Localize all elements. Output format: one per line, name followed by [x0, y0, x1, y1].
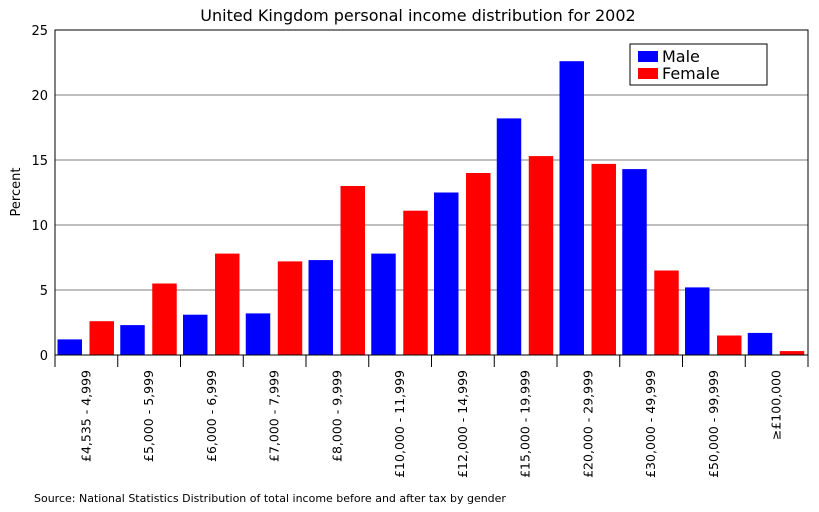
bar-male-7: [496, 118, 522, 356]
y-axis-ticks: 0 5 10 15 20 25: [31, 24, 48, 364]
bar-male-11: [747, 332, 773, 355]
bar-female-7: [528, 156, 554, 355]
bar-male-4: [308, 260, 333, 355]
y-axis-label: Percent: [9, 168, 24, 217]
bar-male-1: [120, 325, 145, 355]
x-tick-label: ≥£100,000: [769, 370, 784, 440]
legend: Male Female: [629, 43, 768, 86]
legend-swatch-female: [638, 68, 658, 79]
legend-swatch-male: [638, 51, 658, 62]
bar-female-5: [403, 210, 428, 355]
x-axis-ticks: £4,535 - 4,999 £5,000 - 5,999 £6,000 - 6,9…: [54, 355, 809, 478]
legend-label-male: Male: [662, 47, 700, 66]
y-tick-label: 15: [31, 154, 48, 169]
gridlines: [55, 94, 808, 291]
x-tick-label: £30,000 - 49,999: [643, 370, 658, 478]
x-tick-label: £4,535 - 4,999: [78, 370, 93, 462]
x-tick-label: £5,000 - 5,999: [141, 370, 156, 462]
source-note: Source: National Statistics Distribution…: [34, 492, 506, 505]
bar-male-8: [559, 61, 584, 355]
x-tick-label: £6,000 - 6,999: [204, 370, 219, 462]
y-tick-label: 25: [31, 24, 48, 39]
bar-female-9: [654, 270, 679, 355]
x-tick-label: £7,000 - 7,999: [267, 370, 282, 462]
chart-title: United Kingdom personal income distribut…: [200, 6, 635, 25]
bar-male-5: [371, 253, 396, 355]
bar-male-2: [183, 314, 208, 355]
y-tick-label: 0: [40, 349, 48, 364]
x-tick-label: £15,000 - 19,999: [518, 370, 533, 478]
bar-female-3: [277, 261, 303, 355]
legend-label-female: Female: [662, 64, 720, 83]
bar-female-1: [152, 283, 177, 355]
y-tick-label: 20: [31, 89, 48, 104]
bar-male-9: [622, 169, 647, 355]
bar-female-0: [89, 321, 114, 355]
bar-female-4: [340, 186, 365, 355]
x-tick-label: £20,000 - 29,999: [580, 370, 595, 478]
x-tick-label: £50,000 - 99,999: [706, 370, 721, 478]
x-tick-label: £12,000 - 14,999: [455, 370, 470, 478]
x-tick-label: £10,000 - 11,999: [392, 370, 407, 478]
bar-female-6: [466, 173, 491, 355]
bar-male-0: [57, 339, 82, 355]
bar-male-3: [245, 313, 271, 355]
bars: [57, 61, 805, 356]
bar-female-8: [591, 163, 616, 355]
y-tick-label: 10: [31, 219, 48, 234]
bar-female-2: [215, 253, 240, 355]
bar-male-10: [685, 287, 710, 355]
bar-male-6: [434, 192, 459, 355]
x-tick-label: £8,000 - 9,999: [329, 370, 344, 462]
bar-female-10: [717, 335, 742, 355]
bar-female-11: [779, 351, 805, 355]
y-tick-label: 5: [40, 284, 48, 299]
